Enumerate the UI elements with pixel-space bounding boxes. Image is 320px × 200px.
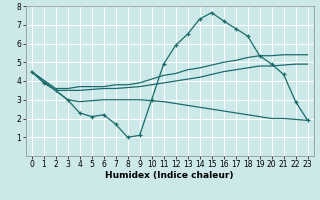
X-axis label: Humidex (Indice chaleur): Humidex (Indice chaleur) <box>105 171 234 180</box>
